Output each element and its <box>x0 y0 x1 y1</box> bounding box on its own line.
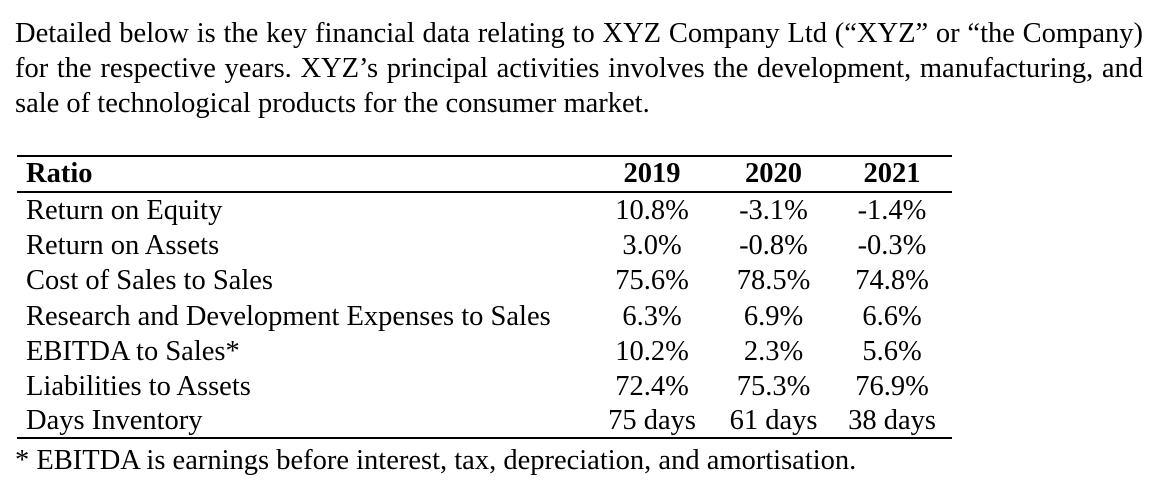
table-cell: 75.6% <box>615 265 689 297</box>
row-label: EBITDA to Sales* <box>26 335 240 367</box>
table-row: Return on Assets 3.0% -0.8% -0.3% <box>17 228 952 263</box>
table-row: EBITDA to Sales* 10.2% 2.3% 5.6% <box>17 334 952 369</box>
table-cell: -3.1% <box>739 195 808 226</box>
table-cell: 75.3% <box>736 371 811 403</box>
table-header-row: Ratio 2019 2020 2021 <box>17 155 952 193</box>
table-cell: -0.8% <box>739 230 808 262</box>
table-cell: -0.3% <box>857 230 927 262</box>
row-label: Cost of Sales to Sales <box>26 265 273 297</box>
table-row: Cost of Sales to Sales 75.6% 78.5% 74.8% <box>17 263 952 298</box>
intro-paragraph: Detailed below is the key financial data… <box>15 18 1143 119</box>
table-cell: 6.6% <box>862 300 922 332</box>
table-cell: -1.4% <box>857 195 927 226</box>
table-cell: 74.8% <box>855 265 929 297</box>
column-header-year: 2021 <box>832 155 952 193</box>
column-header-year: 2020 <box>715 155 832 193</box>
table-cell: 78.5% <box>736 265 811 297</box>
ratio-table-container: Ratio 2019 2020 2021 Return on Equity 10… <box>17 155 952 440</box>
table-cell: 3.0% <box>622 230 682 262</box>
table-row: Return on Equity 10.8% -3.1% -1.4% <box>17 192 952 228</box>
table-cell: 2.3% <box>743 335 804 367</box>
table-cell: 5.6% <box>862 335 922 367</box>
table-cell: 61 days <box>715 404 832 440</box>
table-cell: 10.2% <box>615 335 689 367</box>
table-cell: 6.9% <box>743 300 804 332</box>
row-label: Research and Development Expenses to Sal… <box>26 300 551 332</box>
table-row: Days Inventory 75 days 61 days 38 days <box>17 404 952 440</box>
row-label: Days Inventory <box>17 404 589 440</box>
column-header-ratio: Ratio <box>17 155 589 193</box>
column-header-year: 2019 <box>589 155 715 193</box>
table-cell: 76.9% <box>855 371 929 403</box>
row-label: Return on Equity <box>26 195 223 226</box>
table-cell: 75 days <box>589 404 715 440</box>
table-cell: 38 days <box>832 404 952 440</box>
table-row: Liabilities to Assets 72.4% 75.3% 76.9% <box>17 369 952 404</box>
footnote: * EBITDA is earnings before interest, ta… <box>15 445 857 476</box>
table-row: Research and Development Expenses to Sal… <box>17 299 952 334</box>
row-label: Return on Assets <box>26 230 220 262</box>
table-cell: 10.8% <box>615 195 689 226</box>
table-cell: 6.3% <box>622 300 682 332</box>
ratio-table: Ratio 2019 2020 2021 Return on Equity 10… <box>17 155 952 440</box>
row-label: Liabilities to Assets <box>26 371 251 403</box>
table-cell: 72.4% <box>615 371 689 403</box>
